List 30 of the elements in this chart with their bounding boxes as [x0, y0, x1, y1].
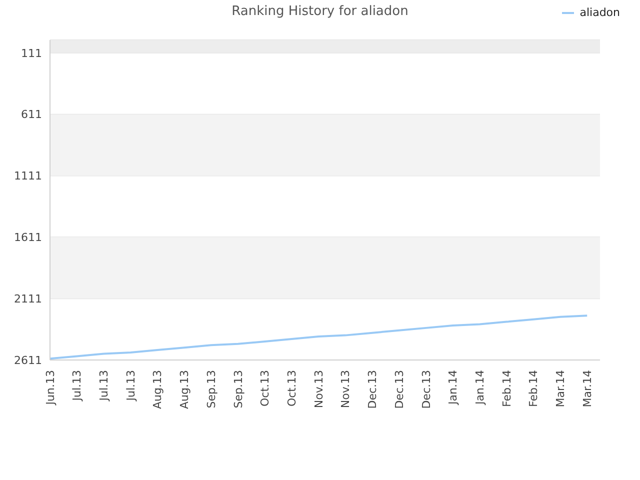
- x-tick-label: Jan.14: [446, 370, 460, 406]
- y-tick-label: 611: [21, 108, 42, 122]
- x-tick-label: Mar.14: [554, 370, 568, 408]
- x-tick-label: Mar.14: [580, 370, 594, 408]
- x-tick-label: Dec.13: [366, 370, 380, 409]
- line-series: [50, 314, 588, 360]
- x-tick-label: Aug.13: [178, 370, 192, 409]
- y-tick-label: 2611: [14, 354, 42, 367]
- x-tick-label: Oct.13: [258, 370, 272, 407]
- x-tick-label: Dec.13: [420, 370, 433, 409]
- x-tick-label: Jun.13: [44, 370, 57, 406]
- x-tick-label: Oct.13: [286, 370, 299, 407]
- x-tick-label: Feb.14: [527, 370, 540, 407]
- x-tick-label: Dec.13: [392, 370, 406, 409]
- x-tick-label: Jul.13: [70, 370, 84, 402]
- x-tick-label: Feb.14: [500, 370, 514, 407]
- x-tick-label: Jan.14: [473, 370, 486, 406]
- x-tick-label: Aug.13: [151, 370, 164, 409]
- y-tick-label: 111: [21, 46, 42, 60]
- y-tick-label: 1611: [14, 231, 42, 244]
- x-tick-label: Nov.13: [312, 370, 326, 408]
- x-tick-label: Sep.13: [204, 370, 218, 408]
- chart-title: Ranking History for aliadon: [232, 4, 408, 19]
- y-tick-label: 2111: [14, 292, 42, 306]
- x-tick-label: Jul.13: [98, 370, 111, 402]
- x-tick-label: Nov.13: [339, 370, 352, 408]
- y-tick-label: 1111: [14, 170, 42, 183]
- x-tick-label: Jul.13: [124, 370, 138, 402]
- legend-label: aliadon: [580, 6, 620, 19]
- x-tick-label: Sep.13: [232, 370, 245, 408]
